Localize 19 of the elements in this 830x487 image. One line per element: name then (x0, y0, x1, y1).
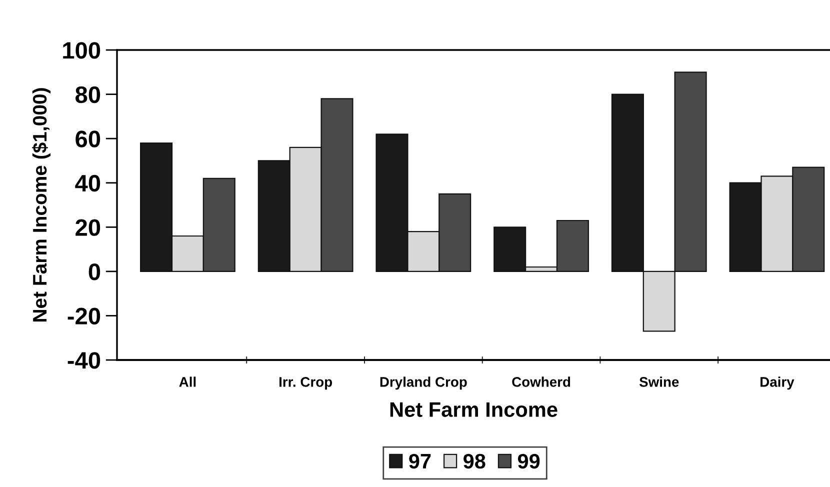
y-axis-title: Net Farm Income ($1,000) (32, 88, 51, 322)
x-tick-label: All (179, 376, 196, 387)
y-tick-label: 80 (76, 86, 100, 104)
y-tick-label: 0 (88, 263, 100, 280)
y-tick-label: -40 (68, 352, 100, 369)
legend-label: 97 (409, 454, 431, 469)
x-axis-title: Net Farm Income (390, 402, 558, 417)
x-tick-label: Irr. Crop (279, 377, 332, 390)
y-tick-label: 40 (75, 174, 100, 192)
legend-label: 99 (518, 454, 540, 469)
y-tick-label: 100 (63, 42, 100, 59)
x-tick-label: Cowherd (512, 376, 570, 387)
y-tick-label: -20 (68, 308, 100, 324)
legend-label: 98 (464, 454, 486, 469)
x-tick-label: Dairy (760, 376, 794, 390)
y-tick-label: 60 (76, 130, 100, 148)
x-tick-label: Swine (639, 376, 679, 387)
y-tick-label: 20 (76, 219, 100, 236)
x-tick-label: Dryland Crop (380, 376, 467, 390)
